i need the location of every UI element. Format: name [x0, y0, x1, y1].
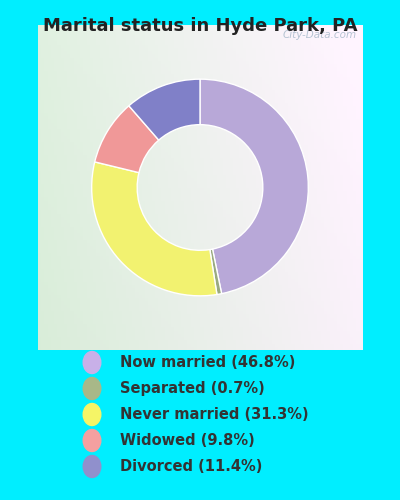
Wedge shape — [95, 106, 159, 172]
Text: Divorced (11.4%): Divorced (11.4%) — [120, 459, 262, 474]
Wedge shape — [92, 162, 217, 296]
Text: Separated (0.7%): Separated (0.7%) — [120, 381, 265, 396]
Wedge shape — [129, 79, 200, 140]
Text: Now married (46.8%): Now married (46.8%) — [120, 355, 295, 370]
Wedge shape — [210, 249, 222, 294]
Wedge shape — [200, 79, 308, 294]
Text: City-Data.com: City-Data.com — [283, 30, 357, 40]
Text: Widowed (9.8%): Widowed (9.8%) — [120, 433, 255, 448]
Text: Never married (31.3%): Never married (31.3%) — [120, 407, 309, 422]
Text: Marital status in Hyde Park, PA: Marital status in Hyde Park, PA — [43, 17, 357, 35]
